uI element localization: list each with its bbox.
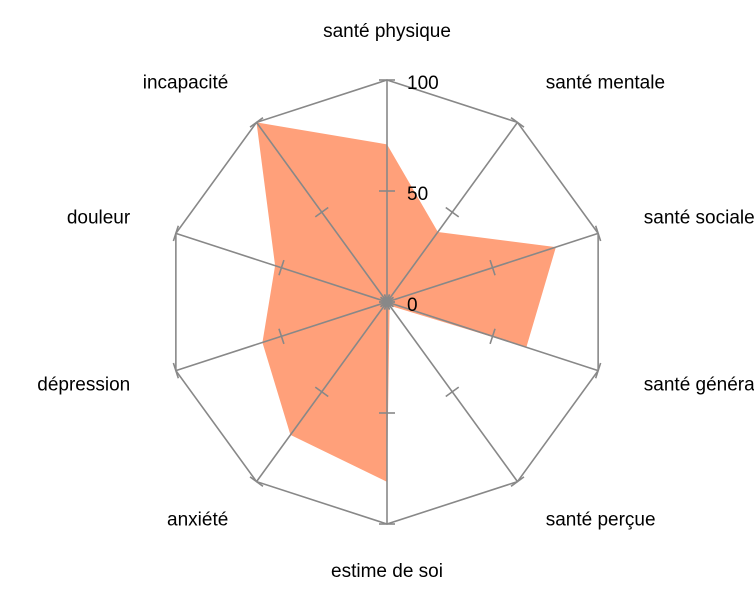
tick-mark bbox=[278, 328, 285, 345]
y-tick-label: 100 bbox=[407, 73, 439, 94]
category-label: anxiété bbox=[167, 509, 228, 530]
tick-mark bbox=[489, 328, 496, 345]
category-label: santé physique bbox=[323, 21, 451, 42]
tick-mark bbox=[445, 386, 460, 398]
tick-mark bbox=[314, 206, 329, 218]
tick-mark bbox=[510, 117, 525, 128]
tick-mark bbox=[172, 362, 180, 379]
tick-mark bbox=[510, 476, 525, 487]
tick-mark bbox=[249, 117, 264, 128]
tick-mark bbox=[594, 362, 602, 379]
category-label: incapacité bbox=[143, 73, 229, 94]
tick-mark bbox=[489, 259, 496, 276]
tick-mark bbox=[314, 386, 329, 398]
category-label: santé mentale bbox=[546, 73, 665, 94]
y-tick-label: 50 bbox=[407, 184, 428, 205]
category-label: estime de soi bbox=[331, 561, 443, 582]
y-tick-label: 0 bbox=[407, 295, 418, 316]
tick-mark bbox=[445, 206, 460, 218]
tick-mark bbox=[594, 225, 602, 242]
tick-mark bbox=[172, 225, 180, 242]
radar-area bbox=[256, 122, 556, 482]
tick-mark bbox=[380, 296, 394, 308]
category-label: douleur bbox=[67, 208, 131, 229]
tick-mark bbox=[278, 259, 285, 276]
category-label: santé perçue bbox=[546, 509, 656, 530]
category-label: dépression bbox=[37, 374, 130, 395]
category-label: santé sociale bbox=[644, 208, 754, 229]
tick-mark bbox=[249, 476, 264, 487]
category-label: santé générale bbox=[644, 374, 754, 395]
